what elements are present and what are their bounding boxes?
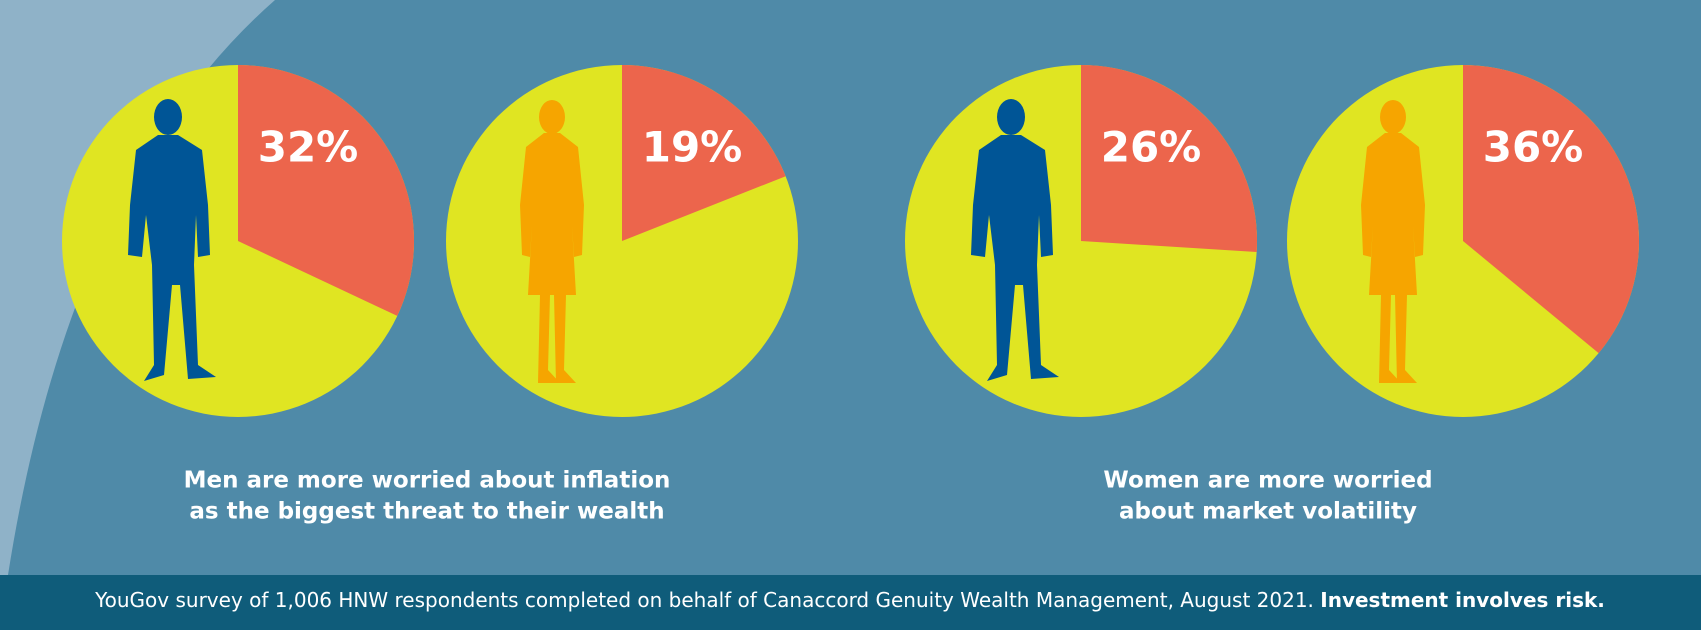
caption: Women are more worried (1103, 468, 1432, 494)
value-label: 26% (1101, 123, 1202, 172)
footer-bar (0, 575, 1701, 630)
pie-slice (238, 65, 414, 316)
caption: Men are more worried about inflation (184, 468, 671, 494)
footer: YouGov survey of 1,006 HNW respondents c… (94, 588, 1605, 612)
value-label: 19% (642, 123, 743, 172)
caption: about market volatility (1119, 499, 1417, 525)
background-curve (0, 0, 275, 575)
pie-slice (1081, 65, 1257, 253)
footer-bold: Investment involves risk. (1320, 588, 1605, 612)
pies: 32% 19% 26% 36% (62, 65, 1639, 417)
pie-slice (1463, 65, 1639, 354)
pie-slice (622, 65, 786, 241)
value-label: 32% (258, 123, 359, 172)
caption: as the biggest threat to their wealth (189, 499, 664, 525)
footer-text: YouGov survey of 1,006 HNW respondents c… (94, 588, 1314, 612)
value-label: 36% (1483, 123, 1584, 172)
